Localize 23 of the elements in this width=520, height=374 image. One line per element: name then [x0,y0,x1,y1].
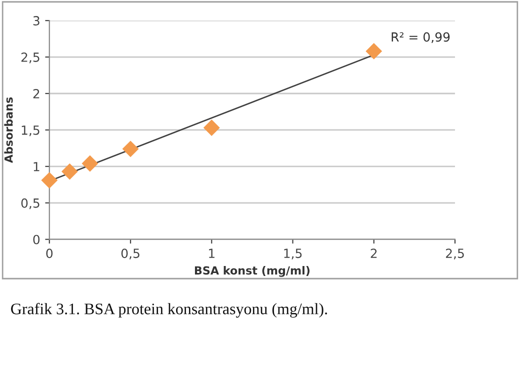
annotation: R² = 0,99 [392,32,450,43]
y-axis-title: Absorbans [4,97,13,164]
y-tick-label: 3 [33,16,40,26]
x-tick-label: 0,5 [121,248,140,260]
point [82,155,98,172]
text: Grafik 3.1. BSA protein konsantrasyonu (mg/ml). [11,302,327,318]
x-axis-title: BSA konst (mg/ml) [194,266,310,277]
x-tick-label: 1 [209,248,214,258]
x-tick-label: 1,5 [284,248,302,260]
point [122,140,139,158]
y-tick-label: 1,5 [22,126,40,136]
point [203,120,220,136]
y-tick-label: 1 [34,162,40,172]
y-tick-label: 2,5 [21,52,40,64]
point [61,163,78,180]
x-tick-label: 2,5 [446,248,464,260]
point [366,42,382,60]
y-tick-label: 0,5 [21,198,40,210]
y-tick-label: 2 [33,88,40,98]
x-tick-label: 2 [370,248,377,258]
x-tick-label: 0 [46,248,53,258]
point [41,172,58,189]
y-tick-label: 0 [33,234,40,244]
